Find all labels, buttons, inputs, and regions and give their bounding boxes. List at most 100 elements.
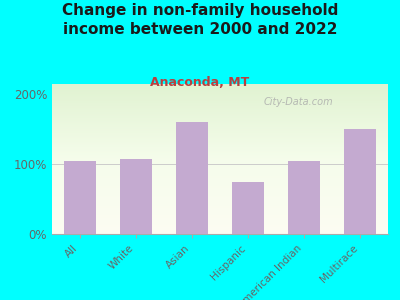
Bar	[52, 191, 388, 192]
Bar	[52, 185, 388, 186]
Bar	[52, 203, 388, 204]
Bar	[52, 103, 388, 104]
Bar	[52, 202, 388, 203]
Bar	[52, 109, 388, 110]
Bar	[52, 188, 388, 189]
Bar	[52, 107, 388, 108]
Bar	[52, 227, 388, 228]
Bar	[52, 189, 388, 190]
Bar	[52, 220, 388, 221]
Bar	[52, 222, 388, 223]
Bar	[52, 101, 388, 102]
Bar	[52, 125, 388, 126]
Bar	[52, 142, 388, 143]
Bar	[52, 100, 388, 101]
Bar	[52, 117, 388, 118]
Bar	[120, 159, 152, 234]
Bar	[52, 216, 388, 217]
Bar	[52, 131, 388, 132]
Bar	[52, 141, 388, 142]
Bar	[52, 138, 388, 139]
Bar	[52, 147, 388, 148]
Bar	[52, 223, 388, 224]
Bar	[52, 233, 388, 234]
Bar	[52, 139, 388, 140]
Bar	[52, 87, 388, 88]
Bar	[52, 181, 388, 182]
Bar	[52, 121, 388, 122]
Bar	[52, 104, 388, 105]
Bar	[52, 156, 388, 157]
Bar	[52, 226, 388, 227]
Bar	[52, 232, 388, 233]
Bar	[52, 163, 388, 164]
Bar	[52, 213, 388, 214]
Bar	[52, 115, 388, 116]
Bar	[52, 143, 388, 144]
Bar	[52, 84, 388, 85]
Text: Change in non-family household
income between 2000 and 2022: Change in non-family household income be…	[62, 3, 338, 37]
Bar	[52, 120, 388, 121]
Bar	[52, 217, 388, 218]
Bar	[52, 167, 388, 168]
Bar	[52, 221, 388, 222]
Bar	[52, 113, 388, 114]
Bar	[52, 144, 388, 145]
Bar	[52, 211, 388, 212]
Bar	[288, 161, 320, 234]
Bar	[52, 99, 388, 100]
Bar	[52, 205, 388, 206]
Bar	[52, 168, 388, 169]
Bar	[52, 186, 388, 187]
Bar	[52, 100, 388, 101]
Bar	[176, 122, 208, 234]
Bar	[52, 95, 388, 96]
Bar	[52, 230, 388, 231]
Bar	[52, 215, 388, 216]
Bar	[52, 126, 388, 127]
Bar	[52, 224, 388, 225]
Bar	[52, 130, 388, 131]
Bar	[52, 154, 388, 155]
Bar	[52, 214, 388, 215]
Bar	[52, 133, 388, 134]
Bar	[52, 192, 388, 193]
Text: Anaconda, MT: Anaconda, MT	[150, 76, 250, 89]
Bar	[52, 198, 388, 199]
Bar	[52, 118, 388, 119]
Bar	[52, 212, 388, 213]
Bar	[52, 86, 388, 87]
Bar	[232, 182, 264, 234]
Bar	[52, 162, 388, 163]
Bar	[52, 171, 388, 172]
Bar	[52, 190, 388, 191]
Bar	[52, 92, 388, 93]
Bar	[52, 200, 388, 201]
Bar	[52, 140, 388, 141]
Bar	[52, 229, 388, 230]
Bar	[52, 161, 388, 162]
Bar	[52, 164, 388, 165]
Bar	[52, 155, 388, 156]
Bar	[52, 201, 388, 202]
Bar	[52, 148, 388, 149]
Bar	[52, 177, 388, 178]
Bar	[52, 151, 388, 152]
Bar	[52, 106, 388, 107]
Bar	[52, 91, 388, 92]
Bar	[52, 202, 388, 203]
Bar	[52, 170, 388, 171]
Bar	[52, 110, 388, 111]
Bar	[52, 153, 388, 154]
Bar	[52, 145, 388, 146]
Bar	[52, 182, 388, 183]
Bar	[52, 134, 388, 135]
Bar	[52, 172, 388, 173]
Bar	[52, 196, 388, 197]
Bar	[52, 136, 388, 137]
Bar	[344, 129, 376, 234]
Bar	[52, 89, 388, 90]
Bar	[52, 228, 388, 229]
Bar	[52, 111, 388, 112]
Bar	[52, 199, 388, 200]
